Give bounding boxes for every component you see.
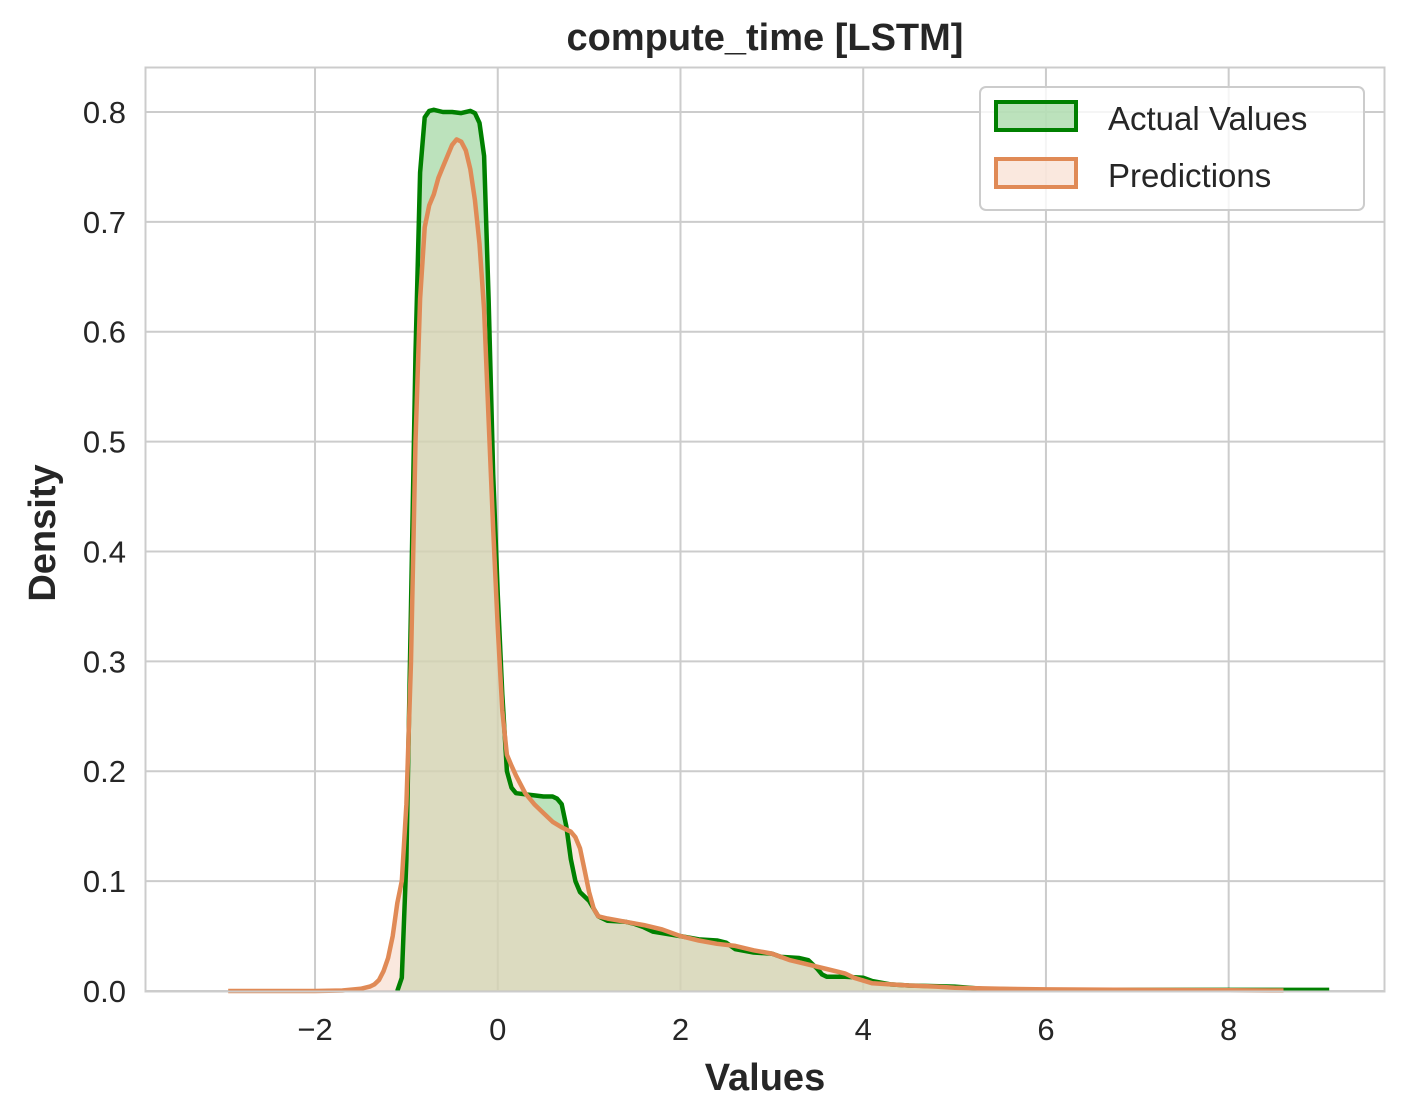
- area-predictions: [228, 139, 1284, 991]
- x-tick-label: 6: [1037, 1012, 1054, 1047]
- density-areas: [228, 109, 1330, 992]
- x-tick-label: 8: [1220, 1012, 1237, 1047]
- y-tick-label: 0.6: [83, 315, 126, 350]
- y-tick-label: 0.4: [83, 534, 126, 569]
- density-lines: [228, 107, 1330, 994]
- x-tick-label: −2: [297, 1012, 332, 1047]
- line-actual-values: [395, 107, 1330, 993]
- legend-label-predictions: Predictions: [1108, 157, 1271, 194]
- x-tick-label: 0: [489, 1012, 506, 1047]
- y-tick-label: 0.8: [83, 95, 126, 130]
- y-tick-label: 0.1: [83, 864, 126, 899]
- y-tick-label: 0.7: [83, 205, 126, 240]
- legend-swatch-actual-values: [994, 100, 1078, 132]
- y-tick-label: 0.2: [83, 754, 126, 789]
- legend: Actual Values Predictions: [979, 86, 1365, 211]
- y-tick-label: 0.0: [83, 974, 126, 1009]
- x-tick-labels: −2 0 2 4 6 8: [297, 1012, 1237, 1047]
- x-tick-label: 2: [672, 1012, 689, 1047]
- x-tick-label: 4: [855, 1012, 872, 1047]
- x-axis-label: Values: [705, 1057, 825, 1099]
- legend-label-actual-values: Actual Values: [1108, 100, 1307, 137]
- y-tick-label: 0.3: [83, 644, 126, 679]
- grid-lines: [146, 68, 1384, 992]
- y-tick-label: 0.5: [83, 425, 126, 460]
- plot-frame: [144, 66, 1386, 993]
- legend-swatch-predictions: [994, 157, 1078, 189]
- chart-title: compute_time [LSTM]: [567, 17, 964, 59]
- y-axis-label: Density: [22, 464, 64, 601]
- line-predictions: [228, 137, 1284, 994]
- y-tick-labels: 0.0 0.1 0.2 0.3 0.4 0.5 0.6 0.7 0.8: [83, 95, 126, 1009]
